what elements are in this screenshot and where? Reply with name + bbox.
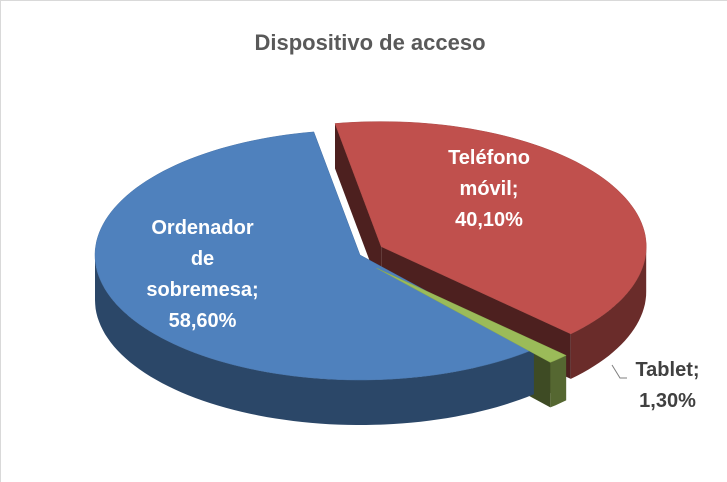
slice: [334, 121, 647, 335]
label-category: Tablet: [635, 359, 693, 381]
slice: [94, 131, 535, 381]
label-separator: ;: [511, 178, 519, 200]
slice-side: [550, 355, 567, 408]
label-separator: ;: [692, 359, 700, 381]
label-value: 40,10%: [455, 209, 523, 231]
slice-side: [570, 246, 647, 379]
label-value: 58,60%: [168, 310, 237, 332]
data-label: Ordenador de sobremesa; 58,60%: [140, 213, 265, 337]
slice-side: [95, 255, 534, 425]
data-label: Teléfono móvil; 40,10%: [434, 143, 544, 236]
chart-title: Dispositivo de acceso: [254, 30, 486, 55]
label-category: Ordenador de sobremesa: [146, 217, 254, 301]
slice: [376, 267, 567, 363]
slice-cut-face: [335, 123, 382, 292]
leader-line: [611, 364, 627, 379]
label-separator: ;: [251, 279, 259, 301]
label-value: 1,30%: [639, 390, 696, 412]
label-category: Teléfono móvil: [448, 147, 530, 200]
data-label: Tablet; 1,30%: [620, 355, 715, 417]
